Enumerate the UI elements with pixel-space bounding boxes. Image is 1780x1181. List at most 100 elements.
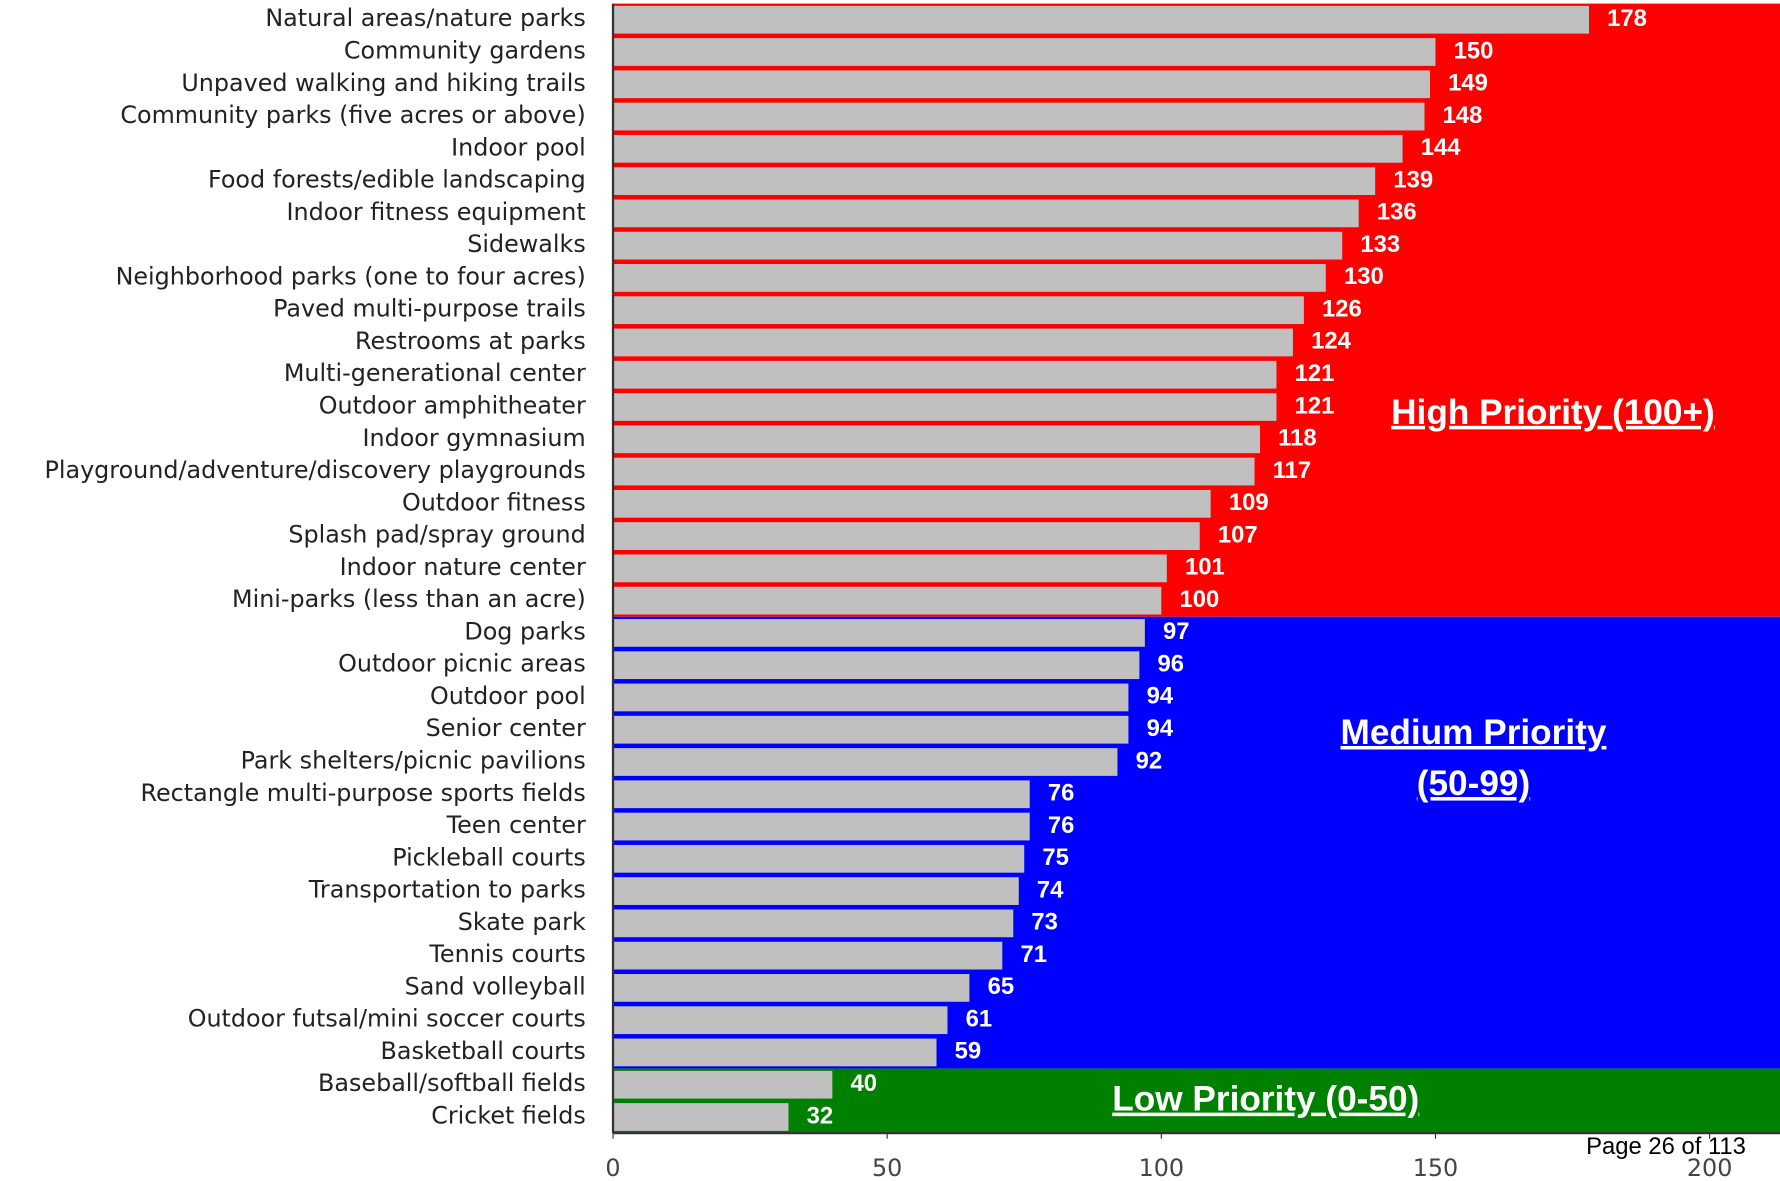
value-label: 92 — [1136, 747, 1163, 774]
category-label: Park shelters/picnic pavilions — [241, 746, 586, 774]
band-label: Low Priority (0-50) — [1112, 1080, 1419, 1119]
bar — [613, 1006, 948, 1035]
value-label: 32 — [807, 1102, 834, 1129]
value-label: 97 — [1163, 618, 1190, 645]
bar — [613, 5, 1589, 34]
category-label: Indoor gymnasium — [362, 424, 585, 452]
value-label: 109 — [1229, 489, 1269, 516]
bar — [613, 489, 1211, 518]
bar — [613, 877, 1019, 905]
bar — [613, 1070, 833, 1099]
category-label: Pickleball courts — [392, 843, 586, 871]
category-label: Tennis courts — [428, 940, 585, 968]
bar — [613, 748, 1118, 776]
category-label: Dog parks — [464, 617, 585, 645]
value-label: 149 — [1448, 70, 1488, 97]
value-label: 75 — [1042, 844, 1069, 871]
value-label: 96 — [1158, 650, 1185, 677]
value-label: 139 — [1393, 166, 1433, 193]
value-label: 65 — [988, 973, 1015, 1000]
band-label: (50-99) — [1417, 764, 1530, 803]
category-label: Outdoor picnic areas — [338, 650, 586, 678]
band-label: Medium Priority — [1341, 713, 1607, 752]
bar — [613, 844, 1025, 873]
value-label: 136 — [1377, 199, 1417, 226]
bar — [613, 554, 1167, 583]
category-label: Transportation to parks — [308, 876, 586, 904]
category-label: Outdoor futsal/mini soccer courts — [188, 1005, 586, 1033]
bar — [613, 264, 1326, 292]
x-tick-label: 50 — [872, 1154, 902, 1181]
bar — [613, 1103, 789, 1131]
bar — [613, 651, 1140, 680]
bar — [613, 522, 1200, 550]
bar — [613, 199, 1359, 228]
bar — [613, 683, 1129, 712]
bar — [613, 231, 1343, 260]
bar — [613, 360, 1277, 389]
category-label: Neighborhood parks (one to four acres) — [116, 262, 586, 290]
value-label: 133 — [1360, 231, 1400, 258]
value-label: 124 — [1311, 328, 1352, 355]
value-label: 150 — [1454, 37, 1494, 64]
x-tick-label: 0 — [605, 1154, 620, 1181]
value-label: 94 — [1147, 683, 1174, 710]
category-label: Outdoor pool — [430, 682, 586, 710]
value-label: 117 — [1273, 457, 1311, 484]
category-label: Mini-parks (less than an acre) — [232, 585, 586, 613]
category-label: Outdoor fitness — [402, 488, 586, 516]
category-label: Outdoor amphitheater — [319, 392, 586, 420]
category-label: Natural areas/nature parks — [265, 4, 585, 32]
category-label: Food forests/edible landscaping — [208, 166, 586, 194]
bar — [613, 715, 1129, 744]
category-label: Unpaved walking and hiking trails — [181, 69, 585, 97]
page-number: Page 26 of 113 — [1586, 1133, 1746, 1160]
bar — [613, 70, 1430, 99]
value-label: 76 — [1048, 812, 1075, 839]
category-label: Community gardens — [344, 37, 586, 65]
bar — [613, 457, 1255, 486]
category-label: Playground/adventure/discovery playgroun… — [44, 456, 585, 484]
x-tick-label: 100 — [1139, 1154, 1184, 1181]
value-label: 100 — [1179, 586, 1219, 613]
value-label: 73 — [1031, 909, 1058, 936]
category-label: Sand volleyball — [405, 972, 586, 1000]
category-label: Basketball courts — [381, 1037, 586, 1065]
category-label: Baseball/softball fields — [318, 1069, 586, 1097]
bar — [613, 167, 1376, 195]
category-label: Teen center — [446, 811, 586, 839]
value-label: 101 — [1185, 554, 1225, 581]
value-label: 94 — [1147, 715, 1174, 742]
value-label: 107 — [1218, 521, 1258, 548]
category-label: Multi-generational center — [284, 359, 586, 387]
bar — [613, 780, 1030, 809]
value-label: 130 — [1344, 263, 1384, 290]
category-label: Indoor nature center — [340, 553, 586, 581]
bar — [613, 619, 1145, 647]
bar — [613, 328, 1293, 357]
bar — [613, 38, 1436, 66]
value-label: 121 — [1295, 392, 1335, 419]
category-label: Splash pad/spray ground — [288, 521, 585, 549]
value-label: 118 — [1278, 425, 1316, 452]
bar — [613, 812, 1030, 841]
category-label: Paved multi-purpose trails — [273, 295, 586, 323]
category-label: Restrooms at parks — [355, 327, 586, 355]
bar — [613, 909, 1014, 938]
value-label: 148 — [1443, 102, 1483, 129]
category-label: Indoor fitness equipment — [287, 198, 586, 226]
value-label: 178 — [1607, 5, 1647, 32]
category-label: Senior center — [426, 714, 586, 742]
value-label: 121 — [1295, 360, 1335, 387]
bar — [613, 134, 1403, 163]
bar — [613, 102, 1425, 131]
category-label: Community parks (five acres or above) — [120, 101, 585, 129]
band-label: High Priority (100+) — [1391, 393, 1715, 432]
value-label: 71 — [1020, 941, 1047, 968]
value-label: 40 — [850, 1070, 877, 1097]
x-tick-label: 150 — [1413, 1154, 1458, 1181]
value-label: 76 — [1048, 780, 1075, 807]
value-label: 74 — [1037, 876, 1064, 903]
bar — [613, 586, 1162, 615]
